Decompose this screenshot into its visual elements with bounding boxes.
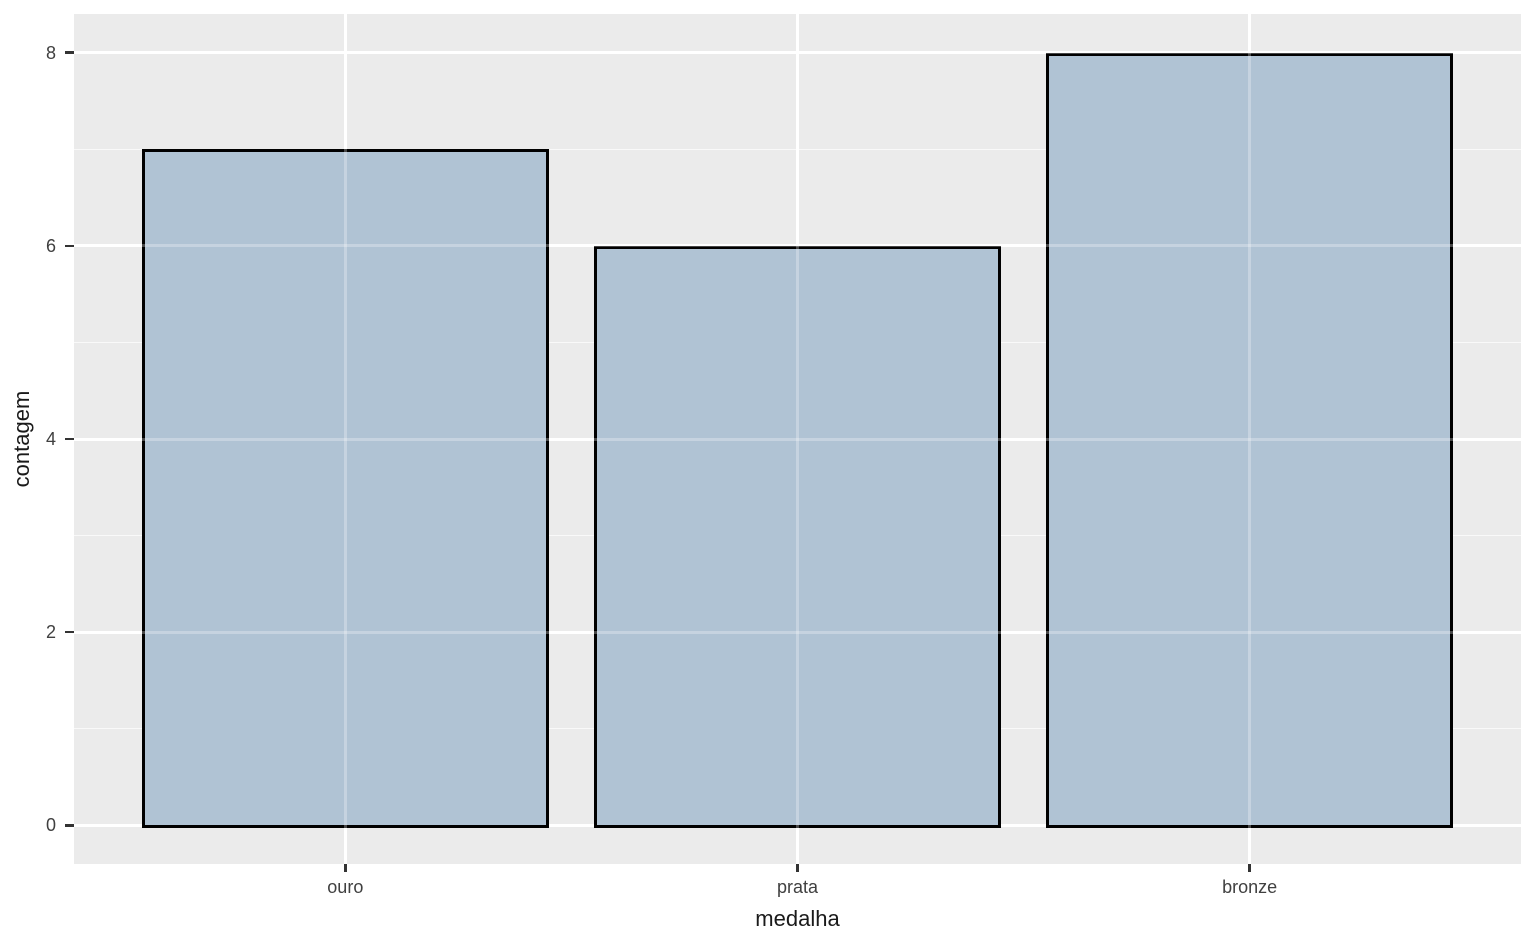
x-tick-label-bronze: bronze <box>1222 877 1278 897</box>
y-tick-label-4: 4 <box>45 429 56 449</box>
gridline-overlay-v <box>343 14 347 864</box>
y-tick-mark <box>65 244 74 248</box>
x-tick-label-prata: prata <box>776 877 819 897</box>
bar-bronze <box>1046 52 1454 829</box>
bar-prata <box>594 245 1001 829</box>
gridline-overlay-h <box>74 51 1521 55</box>
gridline-overlay-h <box>74 437 1521 441</box>
x-axis-title: medalha <box>755 906 840 931</box>
x-tick-mark <box>344 864 347 872</box>
plot-panel <box>74 14 1521 864</box>
y-tick-mark <box>65 630 74 634</box>
y-tick-label-8: 8 <box>45 42 56 63</box>
x-tick-label-ouro: ouro <box>327 877 364 897</box>
gridline-overlay-h <box>74 630 1521 634</box>
x-tick-mark <box>1248 864 1251 872</box>
y-tick-mark <box>65 824 74 827</box>
bar-ouro <box>141 149 549 829</box>
y-tick-label-2: 2 <box>45 622 56 643</box>
y-tick-mark <box>65 437 74 441</box>
y-tick-mark <box>65 51 74 54</box>
gridline-overlay-v <box>1248 14 1252 864</box>
y-tick-label-0: 0 <box>45 815 56 836</box>
x-tick-mark <box>796 864 799 872</box>
gridline-overlay-v <box>796 14 799 864</box>
y-tick-label-6: 6 <box>45 235 56 256</box>
gridline-overlay-h <box>74 244 1521 248</box>
